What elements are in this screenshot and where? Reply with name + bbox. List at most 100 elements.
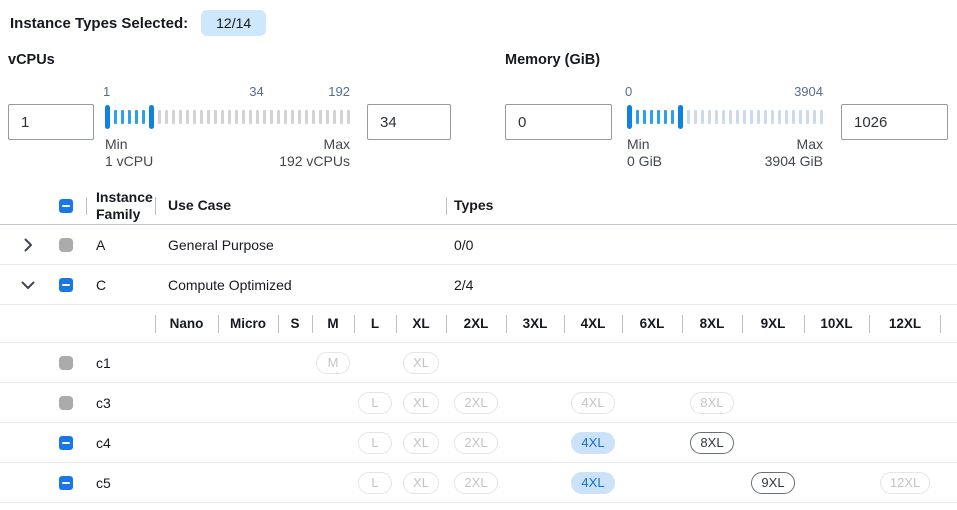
spacer [46,305,86,342]
expand-toggle[interactable] [0,265,46,304]
slider-tick [179,110,182,124]
slider-tick [785,110,788,124]
slider-tick [792,110,795,124]
slider-handle-left[interactable] [105,105,110,129]
slider-handle-right[interactable] [678,105,683,129]
memory-to-input[interactable] [841,104,948,140]
size-pill-cell: 9XL [742,463,804,502]
size-pill-c4-l: L [358,431,392,454]
slider-tick [291,110,294,124]
memory-slider-track[interactable] [627,105,823,129]
size-pill-cell: L [354,423,396,462]
size-pill-c5-xl: XL [403,471,439,494]
size-column-header-l: L [354,305,396,342]
slider-tick [687,110,690,124]
size-pill-cell: XL [396,463,446,502]
slider-tick [750,110,753,124]
slider-tick [715,110,718,124]
size-column-header-4xl: 4XL [564,305,622,342]
spacer [86,305,155,342]
size-pill-c3-8xl: 8XL [690,391,734,414]
slider-tick [186,110,189,124]
vcpus-from-input[interactable] [8,104,94,140]
select-all-checkbox[interactable] [59,198,73,213]
size-column-header-micro: Micro [218,305,278,342]
vcpus-slider-track[interactable] [105,105,350,129]
types-count: 0/0 [454,236,474,253]
family-name: A [96,236,106,253]
family-name: C [96,276,107,293]
slider-tick [270,110,273,124]
size-pill-cell: M [312,343,354,382]
chevron-right-icon [24,238,32,251]
checkbox-cell [46,423,86,462]
size-column-header-8xl: 8XL [682,305,742,342]
size-column-header-9xl: 9XL [742,305,804,342]
size-column-header-3xl: 3XL [506,305,564,342]
instance-checkbox-c5[interactable] [59,475,73,490]
slider-tick [326,110,329,124]
vcpus-slider-scale: 1 34 192 [103,84,350,102]
instance-name: c4 [96,434,111,451]
slider-tick [743,110,746,124]
expand-toggle[interactable] [0,225,46,264]
slider-tick [242,110,245,124]
family-column-header: Instance Family [86,187,155,224]
vcpus-scale-current: 34 [249,84,264,99]
size-pill-c5-9xl[interactable]: 9XL [751,471,795,494]
memory-scale-max: 3904 [794,84,823,99]
instance-name: c5 [96,474,111,491]
slider-tick [298,110,301,124]
slider-tick [671,110,674,124]
size-pill-c4-8xl[interactable]: 8XL [690,431,734,454]
spacer [0,305,46,342]
vcpus-max-detail: 192 vCPUs [279,153,350,169]
slider-tick [200,110,203,124]
size-header-row: Nano Micro S M L XL 2XL 3XL 4XL 6XL 8XL 9XL 10XL 12XL [0,305,957,343]
slider-tick [128,110,131,124]
size-pill-c4-4xl[interactable]: 4XL [571,431,615,454]
slider-tick [142,110,145,124]
size-pill-c5-4xl[interactable]: 4XL [571,471,615,494]
size-pill-cell: L [354,463,396,502]
types-column-header: Types [446,187,957,224]
family-checkbox-c[interactable] [59,277,73,292]
memory-label: Memory (GiB) [505,52,601,68]
slider-tick [263,110,266,124]
size-pill-cell: XL [396,343,446,382]
size-pill-cell: L [354,383,396,422]
size-column-header-2xl: 2XL [446,305,506,342]
memory-minmax: Min 0 GiB Max 3904 GiB [627,136,823,170]
instance-row-c3: c3 L XL 2XL 4XL 8XL [0,383,957,423]
slider-tick [347,110,350,124]
instance-name: c3 [96,394,111,411]
size-column-header-m: M [312,305,354,342]
vcpus-slider: 1 34 192 Min 1 vCPU Max 192 vCPUs [103,84,350,170]
size-pill-cell: 8XL [682,383,742,422]
instance-checkbox-c3 [59,395,73,410]
slider-handle-left[interactable] [627,105,632,129]
slider-tick [736,110,739,124]
vcpus-min-detail: 1 vCPU [105,153,154,169]
slider-tick [333,110,336,124]
size-pill-cell: 4XL [564,383,622,422]
memory-slider-scale: 0 1026 3904 [625,84,823,102]
slider-tick [221,110,224,124]
size-pill-cell: 8XL [682,423,742,462]
slider-tick [708,110,711,124]
slider-tick [778,110,781,124]
size-pill-cell: 4XL [564,463,622,502]
vcpus-to-input[interactable] [367,104,451,140]
slider-tick [158,110,161,124]
family-row-c: C Compute Optimized 2/4 [0,265,957,305]
slider-tick [214,110,217,124]
slider-tick [813,110,816,124]
expand-column-header [0,187,46,224]
use-case-column-header: Use Case [155,187,446,224]
slider-tick [256,110,259,124]
vcpus-max-label: Max [323,136,350,152]
instance-checkbox-c4[interactable] [59,435,73,450]
slider-handle-right[interactable] [149,105,154,129]
memory-from-input[interactable] [505,104,612,140]
slider-tick [657,110,660,124]
